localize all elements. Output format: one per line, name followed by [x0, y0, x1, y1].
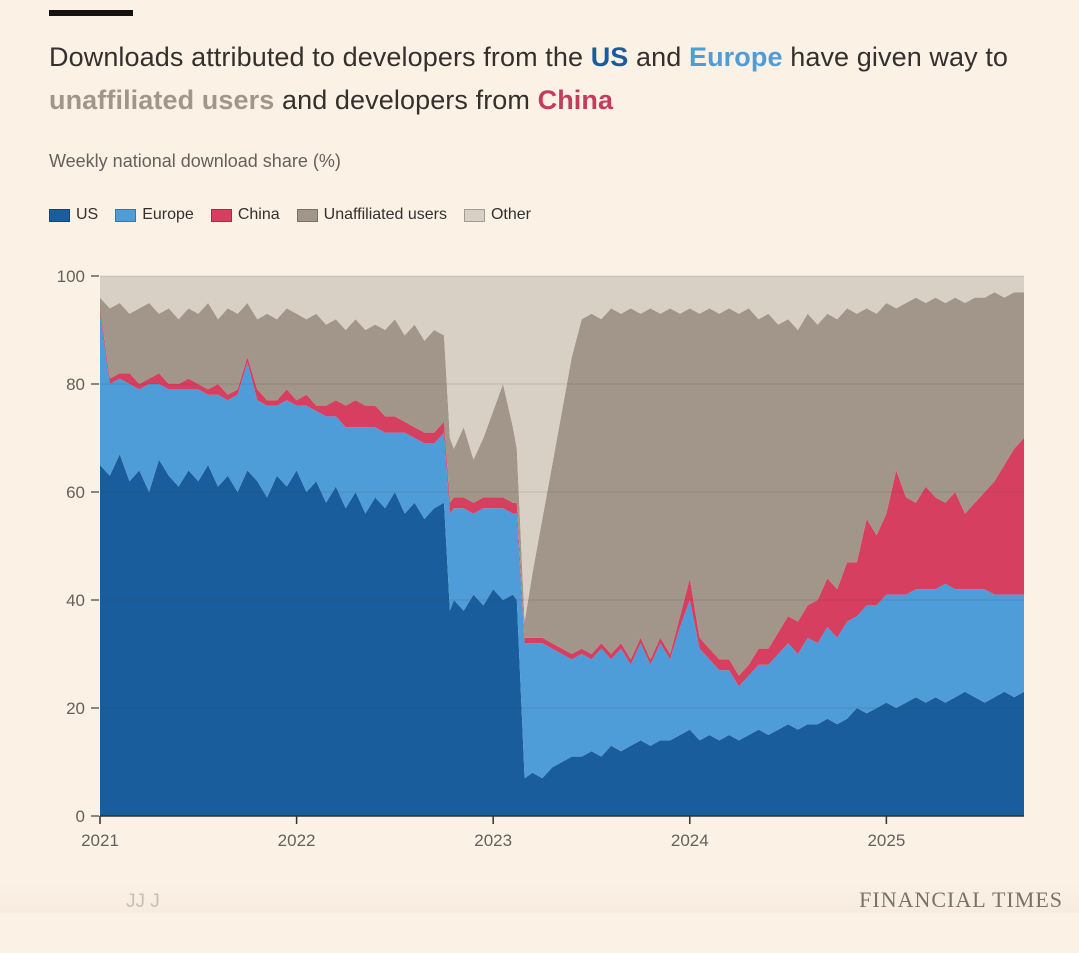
watermark-text: JJ J — [126, 891, 160, 913]
x-axis-label-2021: 2021 — [81, 831, 119, 850]
y-axis-label-20: 20 — [66, 699, 85, 718]
x-axis-label-2023: 2023 — [474, 831, 512, 850]
chart-subtitle: Weekly national download share (%) — [49, 151, 341, 172]
title-part-1: US — [590, 42, 629, 72]
y-axis-label-0: 0 — [76, 807, 85, 826]
title-part-3: Europe — [688, 42, 783, 72]
legend-label: Unaffiliated users — [323, 206, 447, 224]
area-other — [100, 276, 1024, 622]
chart-header: Downloads attributed to developers from … — [0, 0, 1079, 224]
legend-item-europe: Europe — [115, 206, 194, 224]
title-part-0: Downloads attributed to developers from … — [49, 42, 591, 72]
legend-label: Other — [490, 206, 531, 224]
area-europe — [100, 314, 1024, 779]
legend-label: US — [76, 206, 99, 224]
x-axis-label-2022: 2022 — [278, 831, 316, 850]
legend-swatch — [210, 208, 232, 222]
legend-label: China — [237, 206, 280, 224]
legend-swatch — [49, 208, 70, 222]
footer: JJ J FINANCIAL TIMES — [0, 881, 1079, 914]
financial-times-logo: FINANCIAL TIMES — [859, 887, 1063, 913]
header-rule — [49, 10, 133, 16]
legend-item-other: Other — [463, 206, 531, 224]
area-us — [100, 454, 1024, 817]
legend-swatch — [463, 208, 485, 222]
y-axis-label-40: 40 — [66, 591, 85, 610]
x-axis-label-2025: 2025 — [867, 831, 905, 850]
legend-swatch — [115, 208, 137, 222]
y-axis-label-80: 80 — [66, 375, 85, 394]
y-axis-label-60: 60 — [66, 483, 85, 502]
area-unaffiliated — [100, 292, 1024, 676]
y-axis-label-100: 100 — [57, 267, 85, 286]
legend-swatch — [296, 208, 318, 222]
title-part-6: and developers from — [274, 84, 538, 115]
title-part-7: China — [537, 84, 614, 115]
legend-item-unaffiliated-users: Unaffiliated users — [296, 206, 447, 224]
title-part-2: and — [628, 42, 689, 72]
chart-area: 0 20 40 60 80 100 2021 2022 2023 2024 2025 — [28, 236, 1079, 881]
chart-title: Downloads attributed to developers from … — [49, 36, 1034, 121]
legend-item-china: China — [210, 206, 280, 224]
title-part-5: unaffiliated users — [49, 84, 275, 115]
stacked-area-chart: 0 20 40 60 80 100 2021 2022 2023 2024 2025 — [57, 267, 1024, 850]
x-axis-label-2024: 2024 — [671, 831, 709, 850]
title-part-4: have given way to — [782, 42, 1009, 72]
chart-legend: US Europe China Unaffiliated users Other — [49, 206, 1079, 224]
legend-label: Europe — [142, 206, 194, 224]
legend-item-us: US — [49, 206, 98, 224]
